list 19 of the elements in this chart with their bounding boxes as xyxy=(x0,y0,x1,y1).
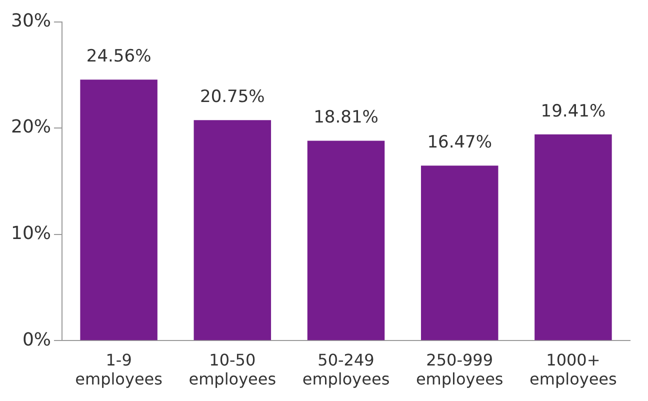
y-tick-label: 20% xyxy=(10,116,52,138)
x-tick-label: 50-249 employees xyxy=(302,350,390,389)
data-label: 16.47% xyxy=(427,132,492,152)
x-tick-label: 1-9 employees xyxy=(75,350,162,389)
x-tick-label: 1000+ employees xyxy=(530,350,617,389)
y-tick-label: 0% xyxy=(22,329,52,350)
x-tick-label: 10-50 employees xyxy=(188,350,276,389)
x-tick-label: 250-999 employees xyxy=(416,350,504,389)
data-label: 18.81% xyxy=(314,108,378,128)
bar xyxy=(534,134,612,340)
data-label: 24.56% xyxy=(86,46,152,67)
bar xyxy=(307,140,385,340)
y-tick-label: 30% xyxy=(10,10,52,32)
data-label: 20.75% xyxy=(200,87,265,108)
y-tick-label: 10% xyxy=(10,223,52,244)
bar xyxy=(80,80,158,340)
data-label: 19.41% xyxy=(540,101,606,122)
bar xyxy=(420,166,498,340)
bar xyxy=(194,120,272,340)
